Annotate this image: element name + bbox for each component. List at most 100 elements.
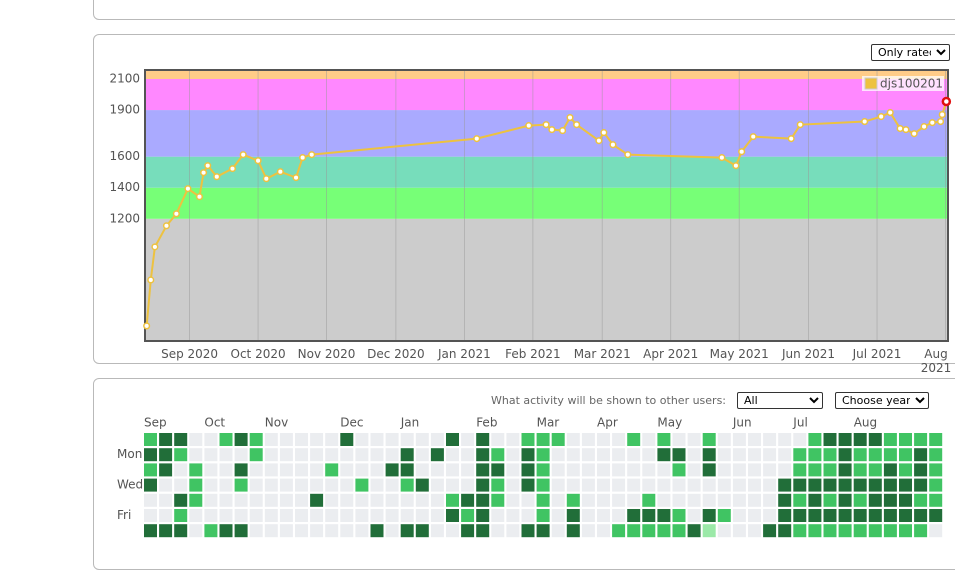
activity-cell: [793, 509, 807, 522]
activity-cell: [778, 493, 792, 507]
activity-cell: [627, 493, 641, 507]
rating-point: [886, 109, 894, 117]
activity-cell: [566, 478, 580, 492]
activity-cell: [174, 524, 188, 538]
activity-cell: [899, 524, 912, 538]
activity-cell: [295, 448, 308, 462]
activity-cell: [461, 478, 475, 492]
activity-cell: [264, 448, 278, 462]
rating-band: [145, 156, 948, 188]
rating-filter[interactable]: Only rated: [871, 44, 950, 61]
activity-cell: [279, 433, 293, 446]
activity-cell: [778, 463, 792, 477]
activity-cell: [612, 433, 626, 446]
activity-cell: [868, 524, 882, 538]
activity-cell: [204, 524, 218, 538]
activity-cell: [461, 448, 475, 462]
activity-cell: [536, 493, 550, 507]
activity-cell: [279, 478, 293, 492]
activity-cell: [823, 509, 837, 522]
activity-cell: [264, 509, 278, 522]
activity-cell: [310, 463, 324, 477]
activity-cell: [506, 433, 520, 446]
activity-cell: [461, 463, 475, 477]
activity-cell: [551, 478, 565, 492]
activity-cell: [506, 493, 520, 507]
rating-point: [937, 118, 945, 126]
rating-point: [195, 193, 204, 201]
activity-cell: [385, 509, 399, 522]
activity-cell: [899, 433, 912, 446]
year-select[interactable]: Choose year: [835, 392, 929, 409]
y-tick-label: 1600: [109, 149, 140, 163]
rating-point: [299, 154, 307, 162]
activity-cell: [823, 478, 837, 492]
activity-cell: [159, 448, 173, 462]
activity-cell: [355, 478, 369, 492]
activity-cell: [929, 509, 943, 522]
activity-cell: [899, 478, 912, 492]
activity-cell: [868, 509, 882, 522]
activity-cell: [249, 448, 263, 462]
activity-cell: [853, 524, 867, 538]
month-label: Aug: [854, 416, 877, 430]
activity-cell: [491, 524, 505, 538]
activity-cell: [159, 524, 173, 538]
activity-cell: [204, 463, 218, 477]
month-label: May: [657, 416, 682, 430]
activity-cell: [325, 448, 339, 462]
activity-cell: [838, 493, 852, 507]
activity-cell: [581, 433, 595, 446]
rating-point: [276, 168, 284, 176]
activity-cell: [808, 509, 822, 522]
activity-cell: [476, 448, 490, 462]
activity-cell: [144, 524, 157, 538]
rating-point: [308, 151, 316, 159]
activity-cell: [687, 463, 701, 477]
activity-cell: [521, 493, 535, 507]
activity-cell: [717, 448, 731, 462]
activity-cell: [732, 448, 746, 462]
activity-cell: [642, 448, 656, 462]
activity-cell: [340, 433, 354, 446]
activity-cell: [249, 478, 263, 492]
activity-cell: [219, 509, 233, 522]
activity-cell: [899, 493, 912, 507]
rating-point: [941, 96, 952, 107]
rating-point: [877, 113, 885, 121]
activity-cell: [325, 478, 339, 492]
activity-cell: [612, 478, 626, 492]
activity-cell: [732, 463, 746, 477]
rating-chart: 1200 1400 1600 1900 2100 djs100201 Sep Oct Nov De…: [109, 69, 952, 538]
activity-cell: [672, 509, 686, 522]
activity-cell: [748, 478, 761, 492]
x-tick-label: Jul 2021: [852, 347, 902, 361]
activity-cell: [415, 448, 429, 462]
activity-cell: [174, 448, 188, 462]
activity-cell: [385, 463, 399, 477]
month-label: Feb: [476, 416, 497, 430]
activity-cell: [325, 524, 339, 538]
activity-cell: [174, 463, 188, 477]
activity-cell: [929, 493, 943, 507]
activity-cell: [446, 524, 459, 538]
rating-point: [738, 148, 746, 156]
rating-point: [262, 175, 270, 183]
activity-cell: [642, 463, 656, 477]
activity-cell: [144, 493, 157, 507]
x-tick-label: May 2021: [709, 347, 769, 361]
activity-cell: [385, 524, 399, 538]
activity-cell: [506, 463, 520, 477]
activity-cell: [808, 463, 822, 477]
activity-cell: [823, 448, 837, 462]
activity-cell: [415, 493, 429, 507]
rating-point: [609, 141, 617, 149]
activity-cell: [627, 463, 641, 477]
activity-cell: [189, 433, 203, 446]
x-tick-label: Aug 2021: [920, 347, 952, 375]
activity-select[interactable]: All: [737, 392, 823, 409]
legend-swatch: [864, 77, 878, 90]
activity-cell: [883, 478, 897, 492]
activity-cell: [657, 463, 671, 477]
rating-point: [200, 169, 208, 177]
